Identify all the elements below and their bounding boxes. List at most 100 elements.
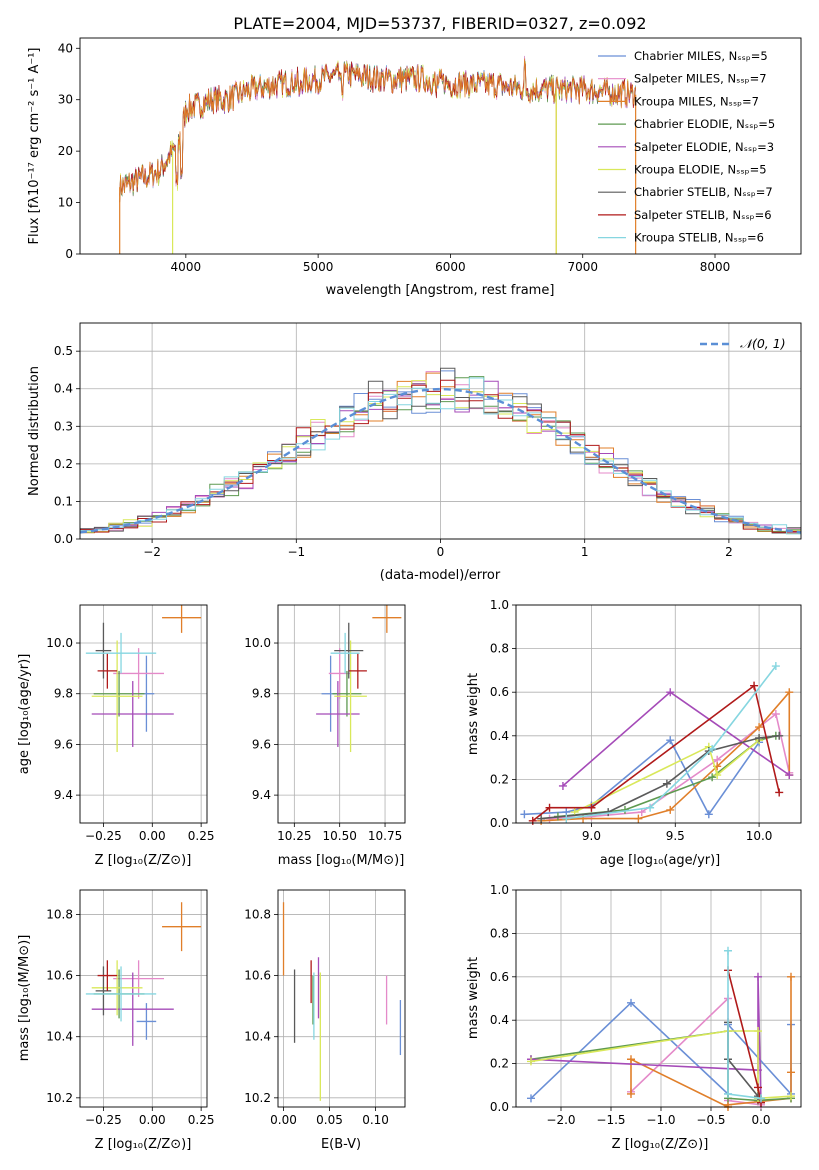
spectrum-series-line [119, 60, 636, 196]
weight-marker [755, 733, 764, 742]
zmass-xlabel: Z [log₁₀(Z/Z⊙)] [95, 1137, 192, 1152]
legend-entry: 𝒩(0, 1) [740, 336, 786, 351]
weight-series-line [530, 976, 762, 1103]
legend-entry: Kroupa MILES, Nₛₛₚ=7 [634, 94, 759, 108]
spectrum-xlabel: wavelength [Angstrom, rest frame] [326, 283, 555, 298]
weight-series-line [524, 738, 760, 816]
y-tick-label: 0.4 [490, 729, 509, 743]
spectrum-ylabel: Flux [fλ10⁻¹⁷ erg cm⁻² s⁻¹ A⁻¹] [27, 48, 42, 245]
ebvmass-xlabel: E(B-V) [321, 1137, 361, 1152]
y-tick-label: 0.3 [54, 419, 73, 433]
x-tick-label: −1.0 [646, 1113, 675, 1127]
x-tick-label: −1 [287, 545, 305, 559]
x-tick-label: −2.0 [546, 1113, 575, 1127]
y-tick-label: 0.6 [490, 970, 509, 984]
zage-xlabel: Z [log₁₀(Z/Z⊙)] [95, 853, 192, 868]
y-tick-label: 0 [65, 247, 73, 261]
x-tick-label: 6000 [435, 260, 466, 274]
y-tick-label: 0.8 [490, 642, 509, 656]
y-tick-label: 30 [58, 93, 73, 107]
x-tick-label: −1.5 [596, 1113, 625, 1127]
weight-series-line [630, 996, 762, 1106]
weight-marker [750, 681, 759, 690]
spectrum-title: PLATE=2004, MJD=53737, FIBERID=0327, z=0… [233, 14, 646, 33]
z-weight-panel: Z [log₁₀(Z/Z⊙)] mass weight −2.0 −1.5 −1.0… [466, 883, 802, 1152]
axes-frame [277, 889, 406, 1108]
weight-marker [754, 1083, 762, 1092]
y-tick-label: 0.8 [490, 926, 509, 940]
y-tick-label: 10.4 [244, 1030, 271, 1044]
x-tick-label: 5000 [303, 260, 334, 274]
y-tick-label: 0.0 [490, 1100, 509, 1114]
ageweight-ylabel: mass weight [466, 673, 481, 755]
spectrum-series-line [119, 58, 636, 203]
y-tick-label: 40 [58, 41, 73, 55]
x-tick-label: 9.5 [666, 829, 685, 843]
weight-marker [527, 1094, 535, 1103]
weight-marker [662, 779, 671, 788]
x-tick-label: 10.0 [746, 829, 773, 843]
y-tick-label: 0.1 [54, 494, 73, 508]
weight-marker [757, 1094, 765, 1103]
y-tick-label: 1.0 [490, 598, 509, 612]
x-tick-label: 8000 [700, 260, 731, 274]
x-tick-label: 1 [581, 545, 589, 559]
mass-age-panel: mass [log₁₀(M/M⊙)] 10.25 10.50 10.75 9.4 9.6… [244, 604, 406, 868]
legend-entry: Kroupa STELIB, Nₛₛₚ=6 [634, 231, 764, 245]
weight-marker [708, 773, 717, 782]
y-tick-label: 9.4 [54, 788, 73, 802]
zweight-xlabel: Z [log₁₀(Z/Z⊙)] [612, 1137, 709, 1152]
axes-frame [79, 322, 802, 540]
x-tick-label: 7000 [567, 260, 598, 274]
weight-marker [666, 736, 675, 745]
x-tick-label: 0.10 [362, 1113, 389, 1127]
axes-frame [515, 604, 802, 824]
z-age-panel: Z [log₁₀(Z/Z⊙)] age [log₁₀(age/yr)] −0.2… [17, 604, 214, 868]
x-tick-label: −0.5 [696, 1113, 725, 1127]
y-tick-label: 10.2 [244, 1091, 271, 1105]
legend-entry: Chabrier ELODIE, Nₛₛₚ=5 [634, 117, 775, 131]
weight-marker [787, 1092, 795, 1101]
weight-marker [754, 972, 762, 981]
massage-xlabel: mass [log₁₀(M/M⊙)] [278, 853, 405, 868]
weight-marker [704, 810, 713, 819]
weight-marker [787, 972, 795, 981]
axes-frame [79, 889, 208, 1108]
y-tick-label: 10.4 [46, 1030, 73, 1044]
weight-marker [627, 1055, 635, 1064]
zmass-ylabel: mass [log₁₀(M/M⊙)] [17, 935, 32, 1062]
y-tick-label: 10.0 [46, 636, 73, 650]
x-tick-label: 10.75 [368, 829, 402, 843]
weight-marker [528, 816, 537, 825]
x-tick-label: −2 [143, 545, 161, 559]
weight-marker [545, 803, 554, 812]
weight-series-line [541, 690, 791, 822]
legend-entry: Salpeter ELODIE, Nₛₛₚ=3 [634, 140, 774, 154]
y-tick-label: 10.2 [46, 1091, 73, 1105]
weight-marker [587, 803, 596, 812]
y-tick-label: 10.0 [244, 636, 271, 650]
y-tick-label: 0.2 [490, 1057, 509, 1071]
y-tick-label: 9.8 [54, 687, 73, 701]
weight-marker [562, 814, 571, 823]
hist-xlabel: (data-model)/error [380, 568, 501, 583]
x-tick-label: 0.00 [139, 829, 166, 843]
weight-series-line [727, 1022, 759, 1097]
histogram-series-step [80, 379, 801, 533]
x-tick-label: 0.00 [270, 1113, 297, 1127]
weight-series-line [727, 970, 762, 1103]
y-tick-label: 10.6 [244, 969, 271, 983]
weight-marker [771, 710, 780, 718]
axes-frame [515, 889, 802, 1108]
legend-entry: Salpeter STELIB, Nₛₛₚ=6 [634, 208, 772, 222]
y-tick-label: 0.2 [490, 772, 509, 786]
weight-marker [520, 810, 529, 819]
weight-marker [537, 814, 546, 823]
hist-ylabel: Normed distribution [27, 366, 42, 496]
x-tick-label: −0.25 [85, 829, 122, 843]
weight-series-line [574, 739, 760, 813]
histogram-series-step [80, 377, 801, 535]
y-tick-label: 0.4 [490, 1013, 509, 1027]
x-tick-label: 10.25 [277, 829, 311, 843]
y-tick-label: 0.4 [54, 382, 73, 396]
